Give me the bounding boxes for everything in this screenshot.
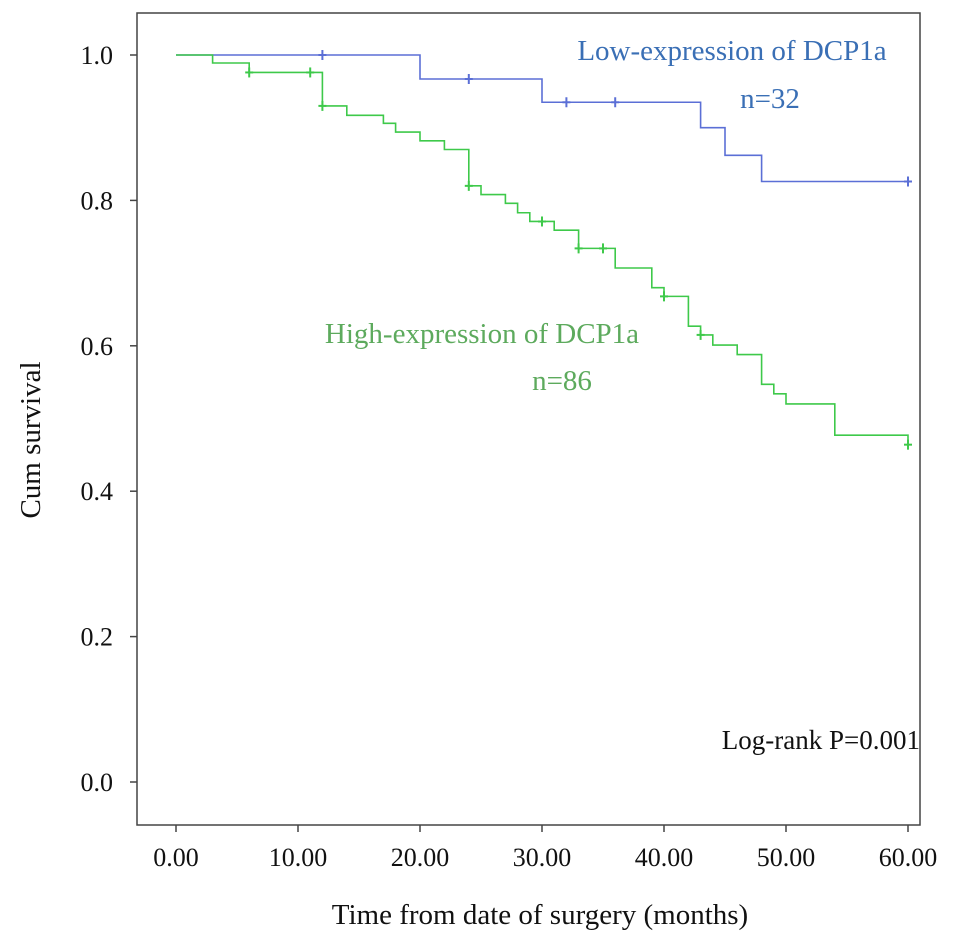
censor-mark [611, 97, 620, 108]
y-tick-label: 1.0 [81, 41, 114, 70]
y-axis-label: Cum survival [15, 361, 47, 518]
x-tick-label: 0.00 [153, 843, 199, 872]
censor-mark [904, 176, 912, 187]
y-tick-label: 0.0 [81, 768, 114, 797]
series-label-low: Low-expression of DCP1a [577, 35, 886, 67]
censor-mark [464, 73, 473, 84]
log-rank-annotation: Log-rank P=0.001 [722, 725, 920, 755]
censor-mark [660, 291, 668, 302]
censor-mark [599, 243, 607, 254]
censor-mark [318, 100, 327, 111]
censor-mark [562, 97, 571, 108]
series-n-low: n=32 [740, 83, 800, 115]
y-tick-label: 0.2 [81, 623, 114, 652]
survival-curve-low [176, 54, 908, 183]
censor-mark [306, 67, 315, 78]
x-tick-label: 40.00 [635, 843, 694, 872]
censor-mark [464, 180, 473, 191]
x-axis-label: Time from date of surgery (months) [332, 899, 748, 931]
x-tick-label: 10.00 [269, 843, 328, 872]
censor-mark [538, 216, 546, 227]
x-tick-label: 20.00 [391, 843, 450, 872]
plot-frame [136, 12, 921, 826]
x-tick-label: 50.00 [757, 843, 816, 872]
series-n-high: n=86 [532, 365, 592, 397]
survival-curve-high [176, 54, 909, 445]
y-tick-label: 0.8 [81, 186, 114, 215]
x-tick-label: 60.00 [879, 843, 938, 872]
y-tick-label: 0.4 [81, 477, 114, 506]
censor-mark [574, 243, 583, 254]
x-tick-label: 30.00 [513, 843, 572, 872]
censor-mark [318, 50, 327, 60]
censor-mark [245, 67, 254, 78]
censor-mark [904, 439, 912, 450]
series-label-high: High-expression of DCP1a [325, 318, 639, 350]
y-tick-label: 0.6 [81, 332, 114, 361]
censor-mark [696, 329, 705, 340]
